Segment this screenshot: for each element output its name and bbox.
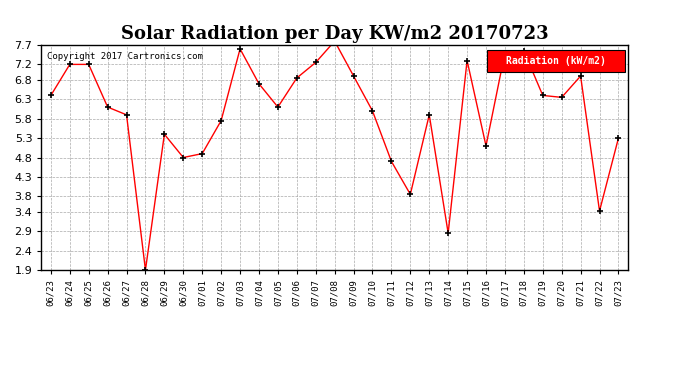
FancyBboxPatch shape: [487, 50, 625, 72]
Text: Copyright 2017 Cartronics.com: Copyright 2017 Cartronics.com: [47, 52, 203, 61]
Text: Radiation (kW/m2): Radiation (kW/m2): [506, 56, 607, 66]
Title: Solar Radiation per Day KW/m2 20170723: Solar Radiation per Day KW/m2 20170723: [121, 26, 549, 44]
